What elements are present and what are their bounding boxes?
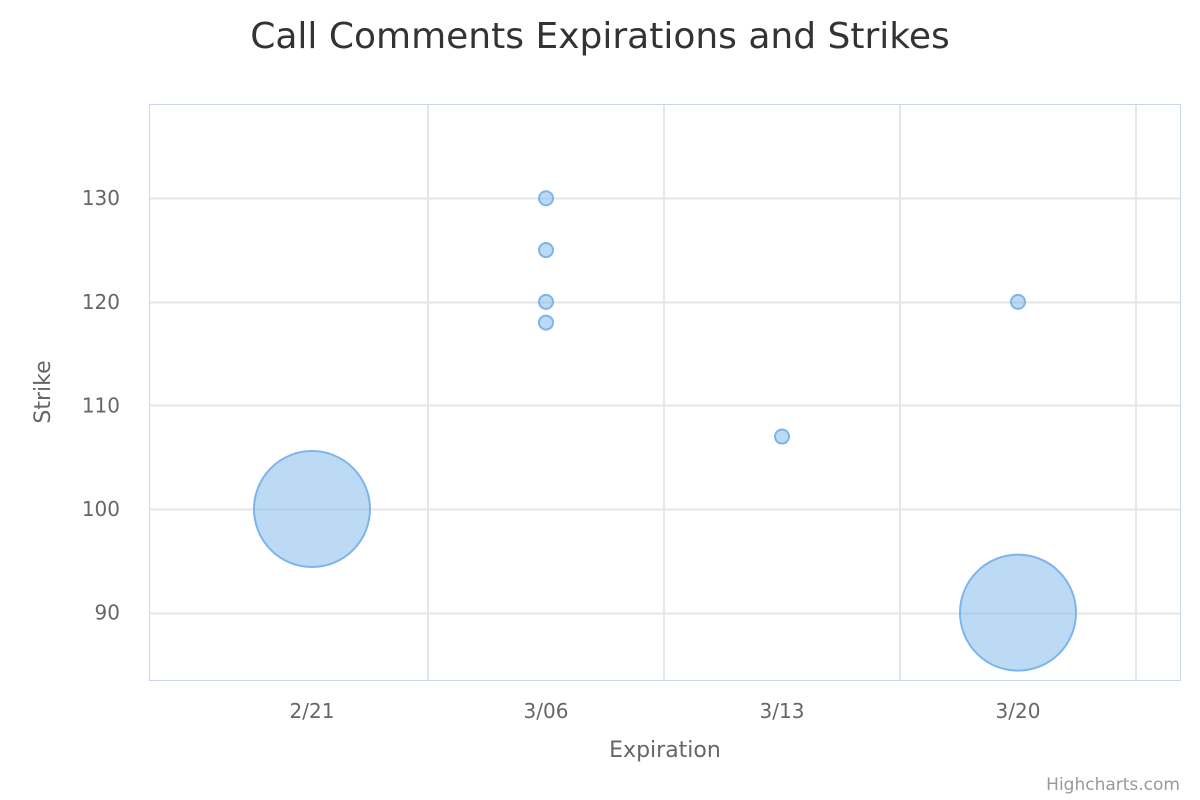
x-tick-label: 3/20 <box>996 699 1041 723</box>
y-tick-label: 110 <box>82 393 120 417</box>
x-tick-label: 3/06 <box>524 699 569 723</box>
x-tick-label: 2/21 <box>290 699 335 723</box>
y-tick-label: 100 <box>82 497 120 521</box>
bubble-point[interactable] <box>959 553 1077 672</box>
bubble-point[interactable] <box>538 190 554 207</box>
y-axis-ticks: 90 100 110 120 130 <box>82 186 120 624</box>
x-axis-ticks: 2/21 3/06 3/13 3/20 <box>290 699 1041 723</box>
bubble-point[interactable] <box>538 242 554 259</box>
bubble-point[interactable] <box>253 450 371 569</box>
plot-area <box>149 104 1181 681</box>
bubble-point[interactable] <box>538 314 554 331</box>
bubble-point[interactable] <box>1010 293 1026 310</box>
bubble-point[interactable] <box>538 293 554 310</box>
y-axis-title: Strike <box>31 360 56 423</box>
y-tick-label: 120 <box>82 290 120 314</box>
y-tick-label: 130 <box>82 186 120 210</box>
bubble-point[interactable] <box>774 428 790 445</box>
credits-link[interactable]: Highcharts.com <box>1046 775 1180 795</box>
y-tick-label: 90 <box>95 601 120 625</box>
bubble-series <box>253 190 1077 672</box>
x-axis-title: Expiration <box>609 738 721 763</box>
chart-title: Call Comments Expirations and Strikes <box>250 16 950 57</box>
x-tick-label: 3/13 <box>760 699 805 723</box>
